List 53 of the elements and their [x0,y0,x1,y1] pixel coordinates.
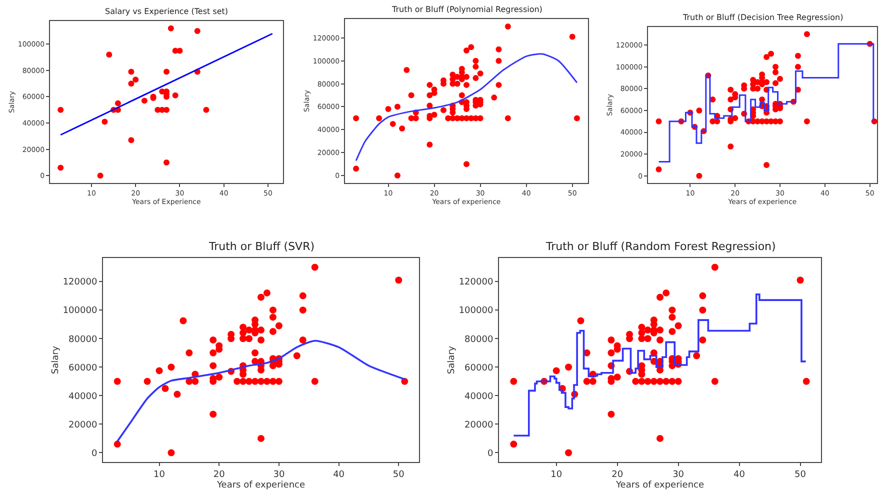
point [128,80,134,87]
point [128,68,134,75]
line-series [355,53,578,162]
y-tick-label: 20000 [464,420,494,430]
point [97,172,104,179]
y-tick-label: 0 [487,448,494,459]
point [114,100,121,106]
chart-title: Truth or Bluff (Decision Tree Regression) [682,13,844,22]
y-tick-label: 60000 [68,363,98,374]
x-tick-label: 30 [672,470,684,480]
y-tick-label: 60000 [464,363,494,374]
y-tick-label: 40000 [68,392,98,402]
x-tick-label: 10 [154,470,166,480]
point [203,106,210,113]
y-tick-label: 20000 [68,420,98,430]
y-tick-label: 80000 [68,334,98,345]
point [102,118,108,125]
y-tick-label: 80000 [464,334,494,345]
y-axis-title: Salary [51,345,62,374]
point [58,164,64,171]
y-tick-label: 40000 [464,392,494,402]
chart-title: Salary vs Experience (Test set) [105,7,228,16]
point [168,25,174,32]
chart-title: Truth or Bluff (Random Forest Regression) [545,240,776,253]
y-tick-label: 0 [91,448,98,459]
y-axis-title: Salary [447,345,458,374]
y-tick-label: 100000 [458,306,494,316]
point [132,76,139,83]
point [128,137,134,144]
x-tick-label: 10 [550,470,562,480]
y-tick-label: 120000 [458,278,494,288]
x-axis-title: Years of experience [614,480,704,491]
point [141,98,148,104]
x-tick-label: 40 [333,470,345,480]
point [194,28,200,34]
point [164,159,170,166]
point [176,48,183,54]
chart-title: Truth or Bluff (Polynomial Regression) [391,5,542,14]
x-axis-title: Years of experience [216,480,306,491]
x-tick-label: 20 [612,470,624,480]
y-tick-label: 120000 [62,278,98,288]
x-tick-label: 40 [734,470,746,480]
point [172,92,178,98]
x-tick-label: 50 [392,470,405,480]
x-tick-label: 50 [794,470,806,480]
point [164,106,170,113]
y-tick-label: 100000 [62,306,98,316]
point [164,68,170,75]
x-tick-label: 20 [213,470,226,480]
x-tick-label: 30 [273,470,285,480]
point [58,106,64,113]
point [106,52,112,58]
chart-title: Truth or Bluff (SVR) [208,240,315,253]
